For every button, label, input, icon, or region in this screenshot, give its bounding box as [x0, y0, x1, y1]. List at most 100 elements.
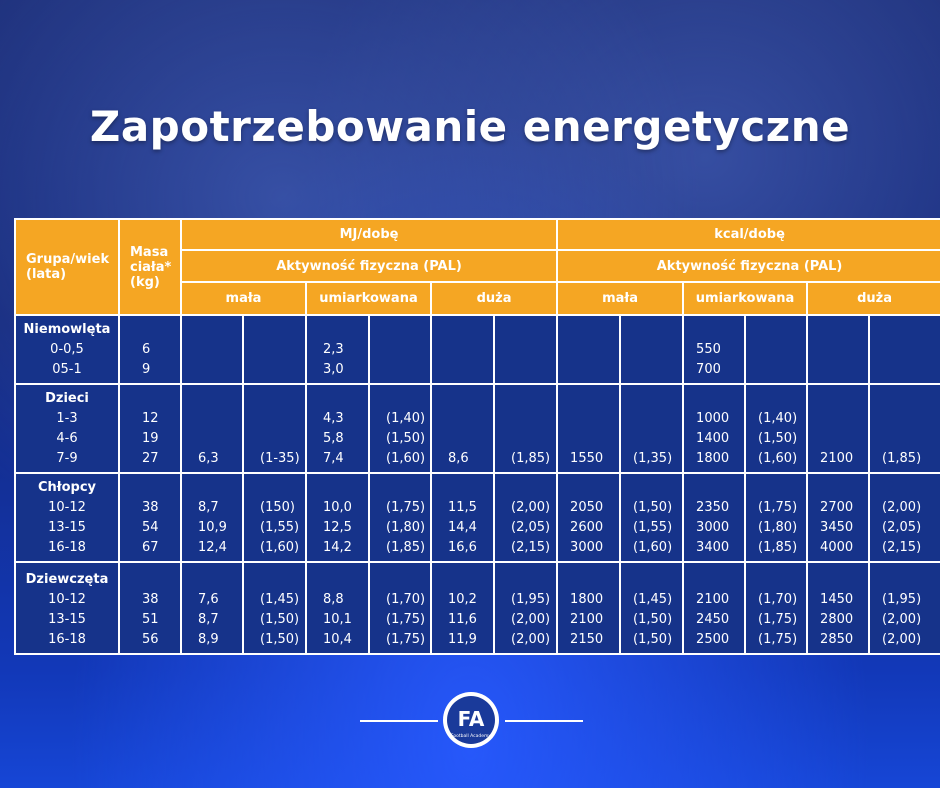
cell-value: 11,5 [448, 500, 477, 515]
mj-cell: 8,8 10,1 10,4 [305, 561, 370, 655]
mj-cell: 8,7 10,9 12,4 [180, 472, 244, 563]
mj-cell: 11,5 14,4 16,6 [430, 472, 495, 563]
mass-cell: 38 54 67 [118, 472, 182, 563]
cell-value: 3450 [820, 520, 854, 535]
mj-cell: (1,45) (1,50) (1,50) [242, 561, 307, 655]
football-academy-logo-icon: FA Football Academy [443, 692, 499, 748]
cell-value: (1,55) [260, 520, 300, 535]
cell-value: 2150 [570, 632, 604, 647]
cell-value: 2600 [570, 520, 604, 535]
kcal-cell: (1,40) (1,50) (1,60) [744, 383, 809, 474]
header-kcal-moderate: umiarkowana [682, 281, 809, 316]
cell-value: (1,85) [758, 540, 798, 555]
cell-value: (1,45) [633, 592, 673, 607]
cell-value: 6 [142, 342, 151, 357]
cell-value: 10-12 [48, 500, 86, 515]
mj-cell: 10,0 12,5 14,2 [305, 472, 370, 563]
mj-cell: (150) (1,55) (1,60) [242, 472, 307, 563]
cell-value: (2,00) [882, 500, 922, 515]
cell-value: (1,60) [260, 540, 300, 555]
cell-value: (1,85) [882, 451, 922, 466]
cell-value: 1550 [570, 451, 604, 466]
cell-value: 3,0 [323, 362, 344, 377]
kcal-cell [556, 314, 622, 385]
cell-value: 12,4 [198, 540, 227, 555]
group-title: Chłopcy [37, 480, 97, 495]
cell-value: 14,4 [448, 520, 477, 535]
kcal-cell: (1,50) (1,55) (1,60) [619, 472, 685, 563]
cell-value: 1400 [696, 431, 730, 446]
kcal-cell: 2050 2600 3000 [556, 472, 622, 563]
cell-value: (1,75) [386, 632, 426, 647]
cell-value: (1,85) [511, 451, 551, 466]
kcal-cell: 1450 2800 2850 [806, 561, 871, 655]
cell-value: (1,85) [386, 540, 426, 555]
cell-value: 05-1 [52, 362, 82, 377]
kcal-cell: (2,00) (2,05) (2,15) [868, 472, 940, 563]
cell-value: (2,05) [511, 520, 551, 535]
header-mj-pal: Aktywność fizyczna (PAL) [179, 249, 559, 283]
cell-value: 7,6 [198, 592, 219, 607]
kcal-cell [806, 314, 871, 385]
group-cell: Niemowlęta 0-0,5 05-1 [14, 314, 120, 385]
cell-value: (2,00) [511, 612, 551, 627]
mass-cell: 38 51 56 [118, 561, 182, 655]
kcal-cell: 2100 2450 2500 [682, 561, 747, 655]
mj-cell: (1,85) [492, 383, 559, 474]
cell-value: 2,3 [323, 342, 344, 357]
energy-requirements-table: Grupa/wiek (lata) Masa ciała* (kg) MJ/do… [14, 218, 940, 655]
kcal-cell: 1550 [556, 383, 622, 474]
cell-value: (1,70) [386, 592, 426, 607]
mj-cell [242, 314, 307, 385]
cell-value: 9 [142, 362, 151, 377]
cell-value: (2,00) [882, 632, 922, 647]
cell-value: 38 [142, 500, 159, 515]
cell-value: 8,6 [448, 451, 469, 466]
mj-cell [430, 314, 495, 385]
kcal-cell [744, 314, 809, 385]
header-mj-moderate: umiarkowana [305, 281, 432, 316]
cell-value: 4000 [820, 540, 854, 555]
cell-value: 7,4 [323, 451, 344, 466]
cell-value: 550 [696, 342, 721, 357]
table-row: Dzieci 1-3 4-6 7-9 12 19 27 6,3 (1-35) 4,3 5,8 7,4 (… [14, 383, 940, 474]
cell-value: 2100 [570, 612, 604, 627]
mj-cell: 4,3 5,8 7,4 [305, 383, 370, 474]
mj-cell: 7,6 8,7 8,9 [180, 561, 244, 655]
cell-value: 2800 [820, 612, 854, 627]
cell-value: (1,75) [386, 500, 426, 515]
cell-value: (2,00) [511, 632, 551, 647]
cell-value: (2,15) [882, 540, 922, 555]
table-row: Dziewczęta 10-12 13-15 16-18 38 51 56 7,6 8,7 8,9… [14, 561, 940, 655]
kcal-cell: (1,75) (1,80) (1,85) [744, 472, 809, 563]
cell-value: 1000 [696, 411, 730, 426]
cell-value: 2500 [696, 632, 730, 647]
cell-value: (1,50) [758, 431, 798, 446]
mj-cell: (1,70) (1,75) (1,75) [368, 561, 432, 655]
cell-value: 19 [142, 431, 159, 446]
group-title: Niemowlęta [23, 322, 111, 337]
header-kcal-low: mała [556, 281, 685, 316]
cell-value: 2850 [820, 632, 854, 647]
cell-value: 4-6 [56, 431, 78, 446]
mj-cell [368, 314, 432, 385]
header-mj-high: duża [429, 281, 559, 316]
cell-value: (1,40) [386, 411, 426, 426]
kcal-cell: 1800 2100 2150 [556, 561, 622, 655]
cell-value: 11,9 [448, 632, 477, 647]
cell-value: 8,9 [198, 632, 219, 647]
cell-value: (1,40) [758, 411, 798, 426]
cell-value: (1,75) [758, 612, 798, 627]
cell-value: 10,0 [323, 500, 352, 515]
cell-value: (1,45) [260, 592, 300, 607]
kcal-cell: 2700 3450 4000 [806, 472, 871, 563]
cell-value: (1-35) [260, 451, 300, 466]
cell-value: 10,1 [323, 612, 352, 627]
cell-value: 10,9 [198, 520, 227, 535]
mj-cell: (1,40) (1,50) (1,60) [368, 383, 432, 474]
mj-cell: (1,95) (2,00) (2,00) [492, 561, 559, 655]
table-row: Niemowlęta 0-0,5 05-1 6 9 2,3 3,0 550 700 [14, 314, 940, 385]
cell-value: 2450 [696, 612, 730, 627]
mj-cell: (2,00) (2,05) (2,15) [492, 472, 559, 563]
cell-value: 8,7 [198, 500, 219, 515]
